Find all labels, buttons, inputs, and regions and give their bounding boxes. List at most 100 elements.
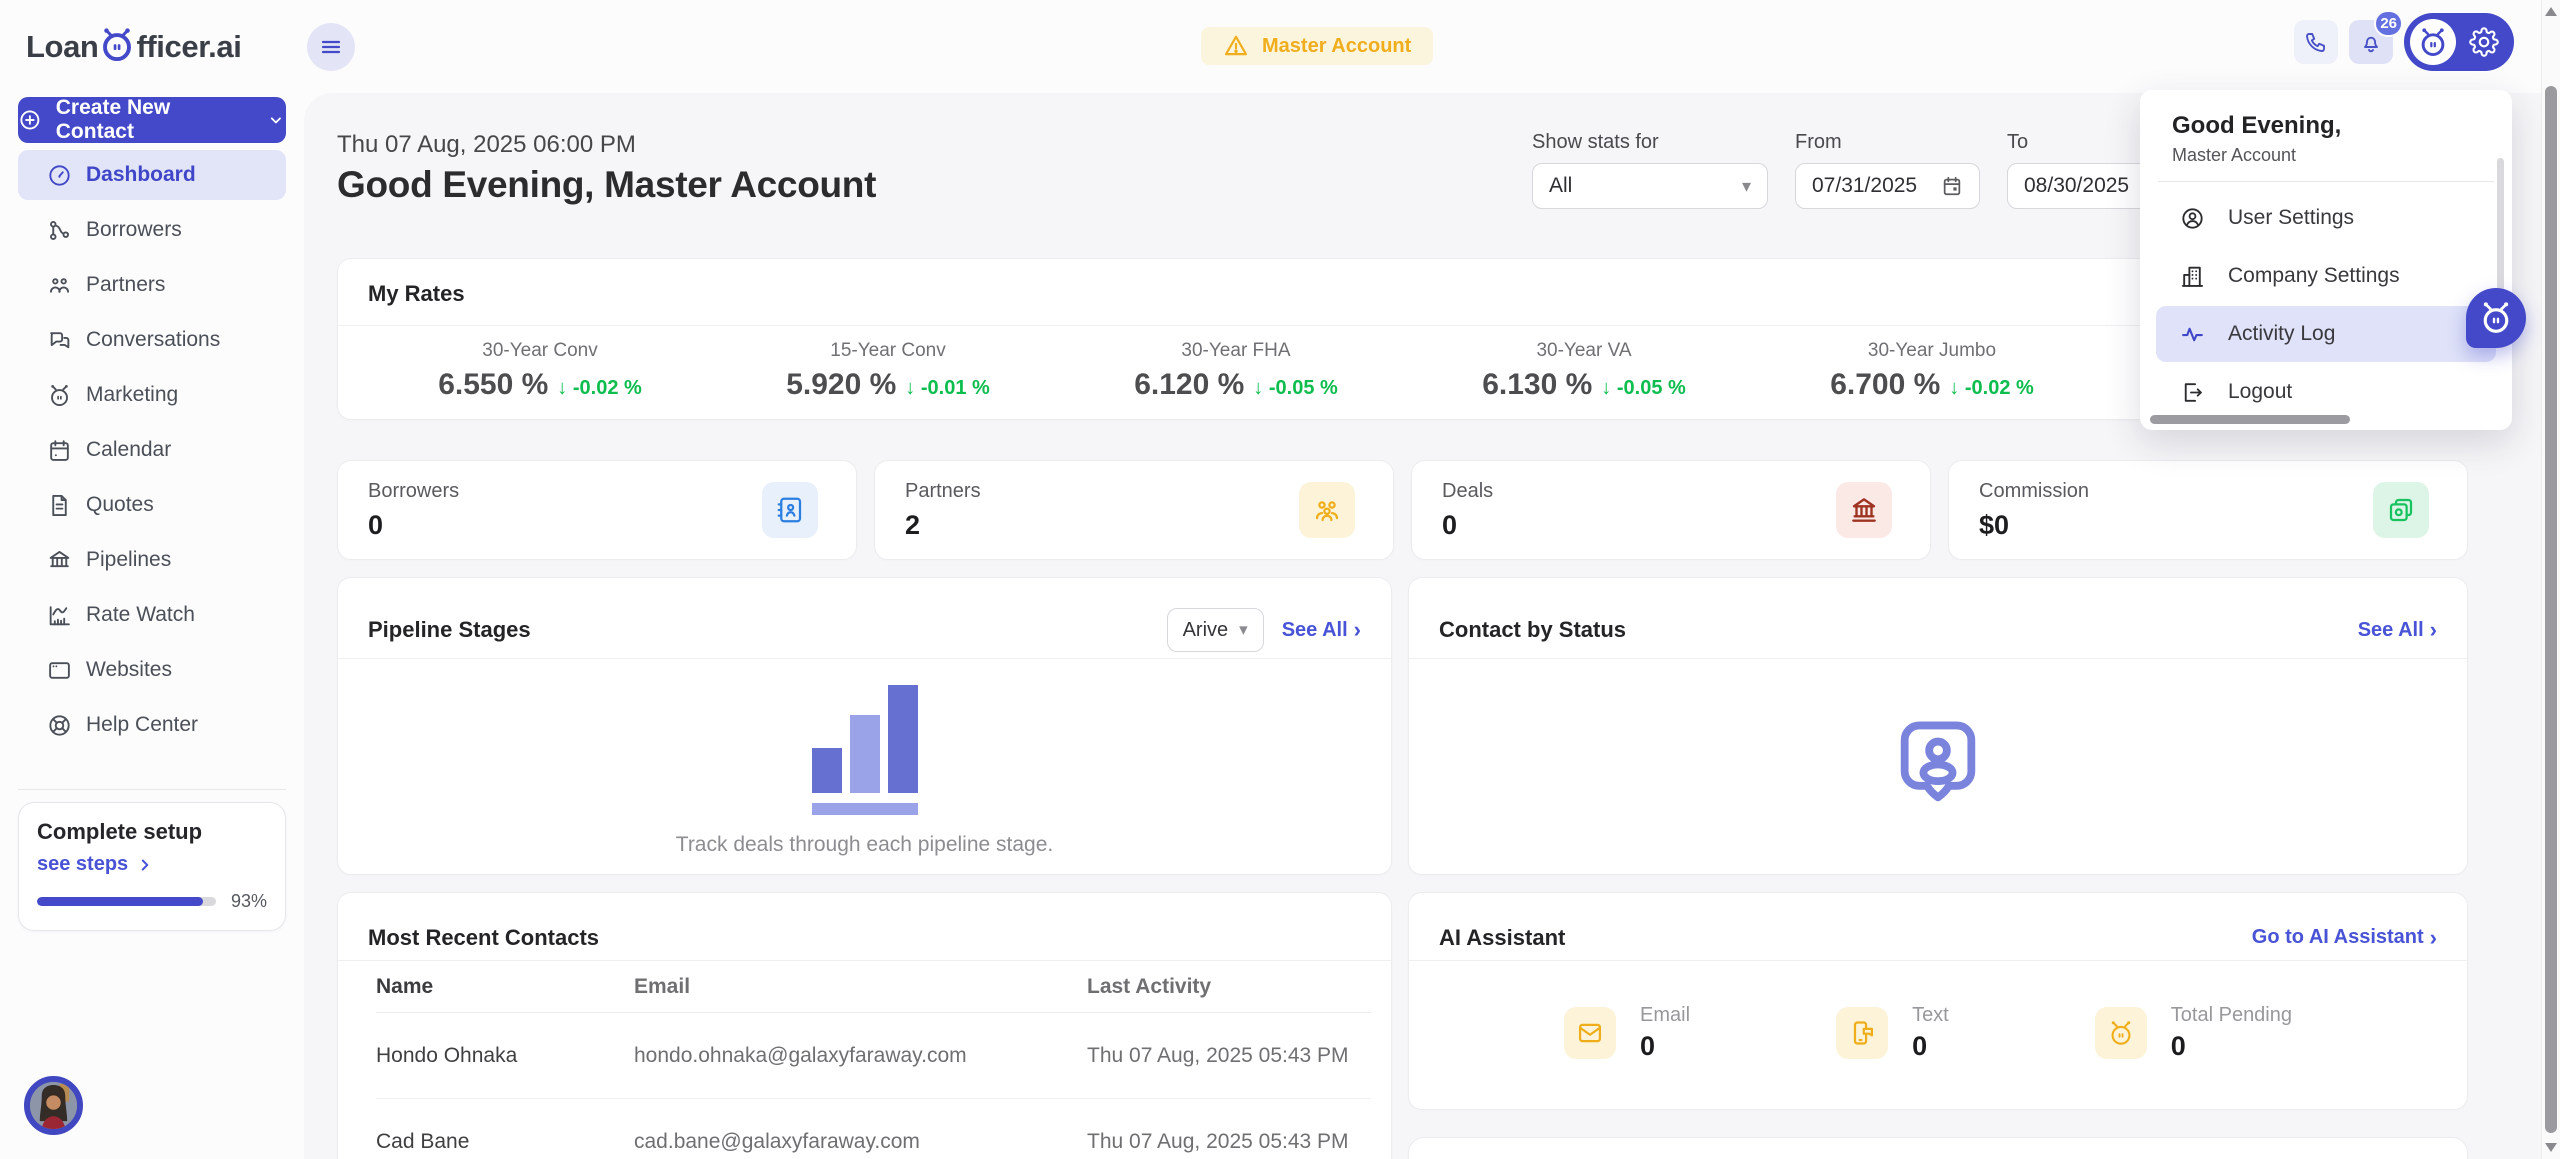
from-date-filter: From 07/31/2025: [1795, 131, 1980, 206]
sidebar-divider: [18, 789, 286, 790]
setup-progress: 93%: [37, 891, 267, 912]
notifications-button[interactable]: 26: [2349, 20, 2393, 64]
sidebar-item-pipelines[interactable]: Pipelines: [18, 535, 286, 585]
hamburger-icon: [319, 35, 343, 59]
user-circle-icon: [2180, 206, 2205, 231]
chat-widget-avatar[interactable]: [24, 1076, 83, 1135]
sidebar-item-marketing[interactable]: Marketing: [18, 370, 286, 420]
go-to-ai-assistant-link[interactable]: Go to AI Assistant ›: [2252, 925, 2437, 951]
hamburger-menu-button[interactable]: [307, 23, 355, 71]
chevron-right-icon: ›: [2430, 617, 2437, 643]
ai-total-pending-stat: Total Pending 0: [2095, 1004, 2292, 1062]
recent-contacts-card: Most Recent Contacts Name Email Last Act…: [337, 892, 1392, 1159]
contact-by-status-card: Contact by Status See All ›: [1408, 577, 2468, 875]
sidebar-item-rate-watch[interactable]: Rate Watch: [18, 590, 286, 640]
ai-chat-bubble[interactable]: [2466, 288, 2526, 348]
bank-icon: [47, 548, 72, 573]
ai-assistant-title: AI Assistant: [1439, 925, 1565, 951]
create-new-contact-button[interactable]: Create New Contact: [18, 97, 286, 143]
chevron-right-icon: ›: [1354, 617, 1361, 643]
chart-icon: [47, 603, 72, 628]
bottom-row: Most Recent Contacts Name Email Last Act…: [337, 892, 2468, 1159]
rate-item: 30-Year Conv 6.550 %↓ -0.02 %: [366, 340, 714, 402]
rate-item: 15-Year Conv 5.920 %↓ -0.01 %: [714, 340, 1062, 402]
ai-email-stat: Email 0: [1564, 1004, 1690, 1062]
app: Loan fficer.ai Master Account: [0, 0, 2560, 1159]
middle-row: Pipeline Stages Arive ▾ See All ›: [337, 577, 2468, 875]
user-dropdown-menu: Good Evening, Master Account User Settin…: [2140, 90, 2512, 430]
building-icon: [2180, 264, 2205, 289]
pipeline-filter-select[interactable]: Arive ▾: [1167, 608, 1264, 652]
contact-status-header: Contact by Status See All ›: [1409, 578, 2467, 659]
sidebar-item-help-center[interactable]: Help Center: [18, 700, 286, 750]
chevron-right-icon: ›: [2430, 925, 2437, 951]
recent-contacts-header: Most Recent Contacts: [338, 893, 1391, 961]
pipeline-empty-text: Track deals through each pipeline stage.: [676, 833, 1053, 857]
sidebar-item-calendar[interactable]: Calendar: [18, 425, 286, 475]
menu-item-company-settings[interactable]: Company Settings: [2156, 248, 2496, 304]
ai-assistant-stats: Email 0 Text 0: [1409, 961, 2467, 1104]
browser-window-icon: [47, 658, 72, 683]
borrowers-stat-card: Borrowers0: [337, 460, 857, 560]
menu-item-logout[interactable]: Logout: [2156, 364, 2496, 420]
scrollbar-up-arrow[interactable]: [2545, 7, 2557, 16]
ai-assistant-header: AI Assistant Go to AI Assistant ›: [1409, 893, 2467, 961]
notification-count-badge: 26: [2374, 10, 2403, 37]
sidebar-nav: Dashboard Borrowers Partners Conversatio…: [18, 150, 286, 750]
robot-icon: [2095, 1007, 2147, 1059]
life-ring-icon: [47, 713, 72, 738]
sidebar-item-quotes[interactable]: Quotes: [18, 480, 286, 530]
calendar-icon[interactable]: [1933, 175, 1963, 197]
scrollbar-down-arrow[interactable]: [2545, 1143, 2557, 1152]
see-steps-link[interactable]: see steps: [37, 853, 267, 876]
next-section-card: [1408, 1137, 2468, 1159]
rate-change: ↓ -0.01 %: [905, 377, 990, 400]
ai-text-stat: Text 0: [1836, 1004, 1949, 1062]
calendar-icon: [47, 438, 72, 463]
contact-status-see-all-link[interactable]: See All ›: [2358, 617, 2437, 643]
table-row[interactable]: Cad Bane cad.bane@galaxyfaraway.com Thu …: [376, 1099, 1371, 1159]
stat-cards-row: Borrowers0 Partners2 Deals0 Commission$0: [337, 460, 2468, 560]
down-arrow-icon: ↓: [1253, 377, 1263, 399]
stats-for-select[interactable]: All ▾: [1532, 163, 1768, 209]
pipeline-see-all-link[interactable]: See All ›: [1282, 617, 1361, 643]
logo-text-suffix: fficer.ai: [136, 29, 241, 65]
from-date-input[interactable]: 07/31/2025: [1795, 163, 1980, 209]
chevron-right-icon: [136, 856, 154, 874]
contact-book-icon: [762, 482, 818, 538]
money-icon: [2373, 482, 2429, 538]
rate-change: ↓ -0.02 %: [1949, 377, 2034, 400]
phone-button[interactable]: [2294, 20, 2338, 64]
stats-filters: Show stats for All ▾ From 07/31/2025: [1532, 131, 2233, 206]
dropdown-horizontal-scrollbar[interactable]: [2150, 415, 2350, 424]
page-scrollbar[interactable]: [2541, 0, 2560, 1159]
stats-for-filter: Show stats for All ▾: [1532, 131, 1768, 206]
people-icon: [1299, 482, 1355, 538]
sidebar-item-partners[interactable]: Partners: [18, 260, 286, 310]
recent-contacts-title: Most Recent Contacts: [368, 925, 599, 951]
account-settings-toggle[interactable]: [2404, 13, 2514, 71]
table-row[interactable]: Hondo Ohnaka hondo.ohnaka@galaxyfaraway.…: [376, 1013, 1371, 1099]
master-account-badge: Master Account: [1201, 27, 1433, 65]
dashboard-icon: [47, 163, 72, 188]
rates-row: 30-Year Conv 6.550 %↓ -0.02 % 15-Year Co…: [366, 326, 2106, 402]
dropdown-vertical-scrollbar[interactable]: [2497, 158, 2504, 308]
down-arrow-icon: ↓: [1601, 377, 1611, 399]
menu-item-activity-log[interactable]: Activity Log: [2156, 306, 2496, 362]
robot-avatar-icon[interactable]: [2410, 19, 2456, 65]
deals-stat-card: Deals0: [1411, 460, 1931, 560]
sidebar-item-conversations[interactable]: Conversations: [18, 315, 286, 365]
sidebar-item-borrowers[interactable]: Borrowers: [18, 205, 286, 255]
caret-down-icon: ▾: [1732, 176, 1751, 197]
page-title: Good Evening, Master Account: [337, 164, 876, 206]
sidebar-item-websites[interactable]: Websites: [18, 645, 286, 695]
pipeline-stages-card: Pipeline Stages Arive ▾ See All ›: [337, 577, 1392, 875]
setup-progress-fill: [37, 897, 203, 906]
scrollbar-thumb[interactable]: [2545, 86, 2557, 1133]
contacts-table: Name Email Last Activity Hondo Ohnaka ho…: [338, 961, 1391, 1159]
gear-icon[interactable]: [2469, 27, 2499, 57]
partners-stat-card: Partners2: [874, 460, 1394, 560]
activity-icon: [2180, 322, 2205, 347]
sidebar-item-dashboard[interactable]: Dashboard: [18, 150, 286, 200]
menu-item-user-settings[interactable]: User Settings: [2156, 190, 2496, 246]
